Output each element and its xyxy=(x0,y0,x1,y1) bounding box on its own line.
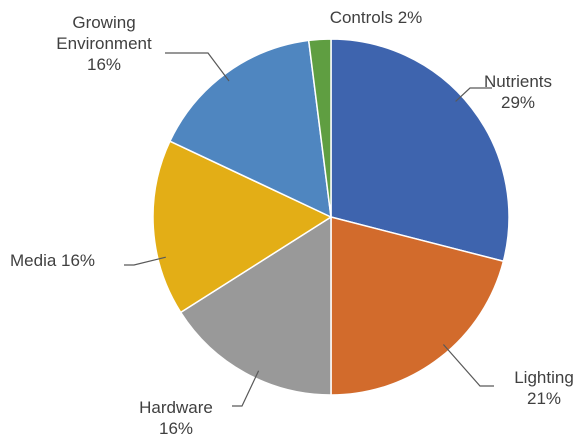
data-label-lighting: Lighting 21% xyxy=(514,368,574,408)
data-label-line: 16% xyxy=(87,55,121,74)
slice-nutrients xyxy=(330,38,510,263)
data-label-line: 16% xyxy=(159,419,193,438)
data-label-line: Growing xyxy=(72,13,135,32)
data-labels: Nutrients 29% Lighting 21% Hardware 16% Media … xyxy=(10,8,574,438)
data-label-media: Media 16% xyxy=(10,251,95,270)
slice-media xyxy=(152,140,332,314)
slice-controls xyxy=(307,38,332,218)
leader-line-nutrients xyxy=(455,87,492,102)
data-label-nutrients: Nutrients 29% xyxy=(484,72,552,112)
data-label-hardware: Hardware 16% xyxy=(139,398,213,438)
data-label-line: Hardware xyxy=(139,398,213,417)
data-label-line: Media 16% xyxy=(10,251,95,270)
data-label-line: Controls 2% xyxy=(330,8,423,27)
data-label-line: Nutrients xyxy=(484,72,552,91)
pie-slices xyxy=(152,38,510,396)
data-label-line: Environment xyxy=(56,34,152,53)
leader-line-hardware xyxy=(232,370,260,407)
slice-lighting xyxy=(330,216,505,396)
leader-line-media xyxy=(124,256,166,266)
data-label-line: 29% xyxy=(501,93,535,112)
slice-hardware xyxy=(179,216,332,396)
data-label-controls: Controls 2% xyxy=(330,8,423,27)
slice-growing-environment xyxy=(169,39,332,218)
leader-line-growing-environment xyxy=(165,52,230,82)
leader-line-lighting xyxy=(442,344,494,387)
data-label-line: Lighting xyxy=(514,368,574,387)
leader-lines xyxy=(124,52,494,407)
data-label-line: 21% xyxy=(527,389,561,408)
data-label-growing-environment: Growing Environment 16% xyxy=(56,13,152,74)
